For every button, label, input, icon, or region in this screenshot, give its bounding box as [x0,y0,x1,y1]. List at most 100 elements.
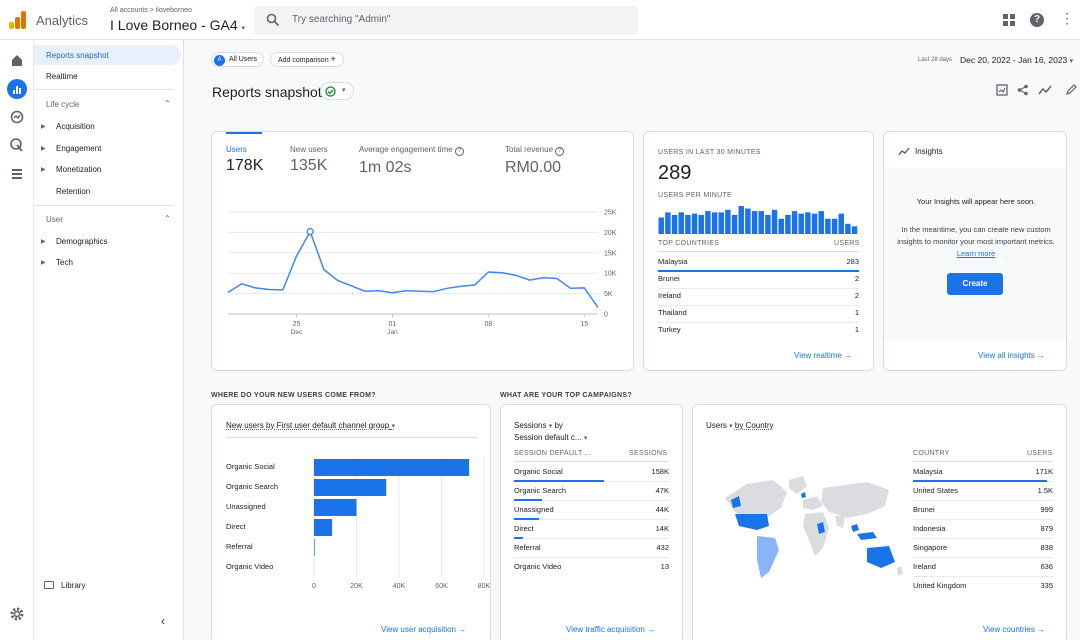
share-icon[interactable] [1017,84,1029,96]
caret-right-icon[interactable]: ▶ [41,146,46,152]
view-traffic-acquisition-link[interactable]: View traffic acquisition → [566,625,655,634]
nav-section-life-cycle[interactable]: Life cycle [46,100,80,109]
table-row[interactable]: Organic Social 158K [514,463,669,482]
more-vert-icon[interactable]: ⋮ [1060,10,1074,26]
metric-users[interactable]: Users 178K [226,145,263,175]
view-countries-link[interactable]: View countries → [983,625,1045,634]
home-icon[interactable] [9,52,25,68]
left-rail [0,40,34,640]
date-range-picker[interactable]: Dec 20, 2022 - Jan 16, 2023 ▾ [960,55,1073,65]
share-bar [658,270,859,272]
explore-icon[interactable] [9,109,25,125]
country-name: Turkey [658,325,681,334]
column-header-sessions: SESSIONS [629,450,668,457]
add-comparison-button[interactable]: Add comparison + [270,52,344,67]
configure-icon[interactable] [9,166,25,182]
edit-pencil-icon[interactable] [1066,84,1077,95]
all-users-chip[interactable]: A All Users [211,52,265,67]
metric-new-users[interactable]: New users 135K [290,145,328,175]
table-row[interactable]: Organic Video 13 [514,558,669,577]
map-region [857,532,877,540]
folder-icon[interactable] [44,581,54,589]
selector-dimension: by Country [734,421,774,430]
table-row[interactable]: Referral 432 [514,539,669,558]
view-all-insights-link[interactable]: View all insights → [978,351,1045,360]
collapse-chevron-icon[interactable]: ‹ [161,614,165,628]
users-per-minute-chart[interactable] [658,204,858,234]
reports-icon[interactable] [7,79,27,99]
nav-demographics[interactable]: Demographics [56,237,108,246]
dimension-selector[interactable]: Session default c... ▾ [514,433,587,442]
search-input[interactable]: Try searching "Admin" [254,6,638,35]
table-row[interactable]: Unassigned 44K [514,501,669,520]
metric-total-revenue[interactable]: Total revenue ? RM0.00 [505,145,565,177]
status-badge[interactable]: ▾ [320,82,354,100]
channel-bar [314,499,357,516]
table-row[interactable]: Thailand 1 [658,304,859,323]
map-region [803,512,829,556]
settings-gear-icon[interactable] [9,606,25,622]
table-row[interactable]: Direct 14K [514,520,669,539]
country-users: 636 [1040,562,1053,571]
chevron-up-icon[interactable]: ⌃ [164,214,171,223]
insights-heading: Your Insights will appear here soon. [916,197,1036,206]
table-row[interactable]: Indonesia 879 [913,520,1053,539]
metric-label: Total revenue [505,145,554,154]
nav-retention[interactable]: Retention [56,187,91,196]
caret-right-icon[interactable]: ▶ [41,260,46,266]
country-name: United Kingdom [913,581,967,590]
help-icon[interactable]: ? [1030,13,1044,27]
channel-bar-chart[interactable]: 0 20K 40K 60K 80K Organic Social Organic Searc… [212,445,491,595]
account-breadcrumb[interactable]: All accounts > iloveborneo [110,7,192,14]
create-button[interactable]: Create [947,273,1003,295]
metric-engagement-time[interactable]: Average engagement time ? 1m 02s [359,145,464,177]
report-nav: Reports snapshot Realtime Life cycle ⌃ ▶… [34,40,184,640]
caret-right-icon[interactable]: ▶ [41,167,46,173]
metric-selector[interactable]: Sessions ▾ by [514,421,563,430]
table-row[interactable]: Brunei 999 [913,501,1053,520]
customize-report-icon[interactable] [996,84,1008,96]
table-row[interactable]: Ireland 2 [658,287,859,306]
minute-bar [771,209,778,234]
nav-tech[interactable]: Tech [56,258,73,267]
link-label: View countries [983,625,1035,634]
table-row[interactable]: Turkey 1 [658,321,859,340]
minute-bar [738,206,744,234]
table-row[interactable]: United States 1.5K [913,482,1053,501]
property-selector[interactable]: I Love Borneo - GA4 ▾ [110,17,245,33]
world-map[interactable] [717,470,907,585]
learn-more-link[interactable]: Learn more [956,249,996,258]
table-row[interactable]: Malaysia 171K [913,463,1053,482]
table-row[interactable]: Ireland 636 [913,558,1053,577]
apps-grid-icon[interactable] [1003,14,1015,26]
analytics-logo[interactable] [9,11,27,29]
date-range-label: Last 28 days [918,57,953,63]
minute-bar [705,211,711,234]
y-tick-label: 25K [604,210,617,217]
nav-section-user[interactable]: User [46,215,63,224]
nav-engagement[interactable]: Engagement [56,144,102,153]
advertising-icon[interactable] [9,137,25,153]
dimension-selector[interactable]: New users by First user default channel … [226,421,395,430]
table-row[interactable]: Singapore 838 [913,539,1053,558]
nav-library[interactable]: Library [61,581,86,590]
caret-right-icon[interactable]: ▶ [41,239,46,245]
view-user-acquisition-link[interactable]: View user acquisition → [381,625,466,634]
table-row[interactable]: Organic Search 47K [514,482,669,501]
chevron-up-icon[interactable]: ⌃ [164,99,171,108]
link-label: View realtime [794,351,842,360]
table-row[interactable]: Brunei 2 [658,270,859,289]
column-header-country: COUNTRY [913,450,950,457]
nav-monetization[interactable]: Monetization [56,165,102,174]
insights-trend-icon[interactable] [1038,84,1052,96]
table-row[interactable]: Malaysia 283 [658,253,859,272]
nav-reports-snapshot[interactable]: Reports snapshot [34,45,181,65]
view-realtime-link[interactable]: View realtime → [794,351,852,360]
channel-name: Referral [514,543,541,552]
caret-right-icon[interactable]: ▶ [41,124,46,130]
country-selector[interactable]: Users ▾ by Country [706,421,774,430]
nav-realtime[interactable]: Realtime [46,72,78,81]
nav-acquisition[interactable]: Acquisition [56,122,95,131]
table-row[interactable]: United Kingdom 335 [913,577,1053,596]
